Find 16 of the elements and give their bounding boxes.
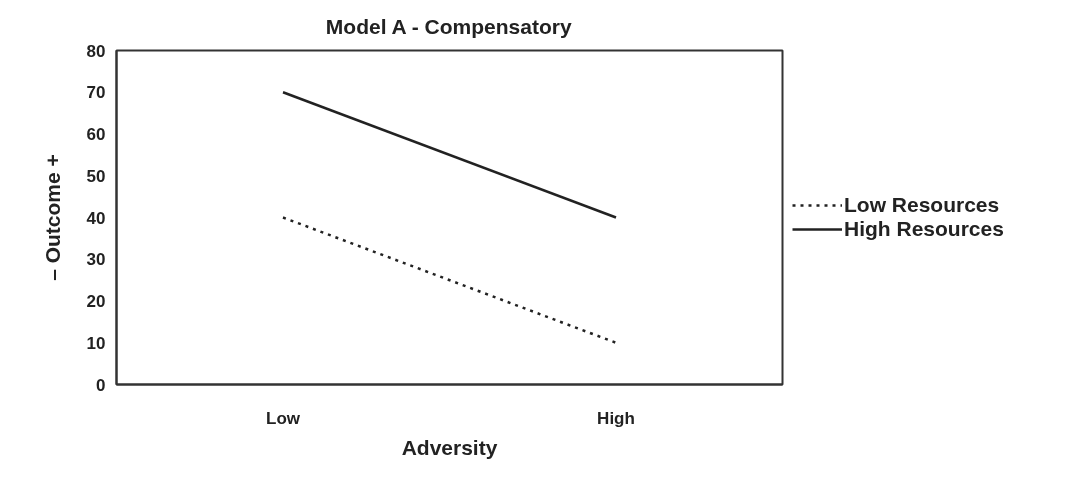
x-tick-label: Low xyxy=(266,408,301,428)
y-tick-label: 40 xyxy=(86,208,106,228)
y-tick-label: 0 xyxy=(96,375,106,395)
chart-title: Model A - Compensatory xyxy=(325,15,572,38)
legend-label: High Resources xyxy=(844,217,1004,241)
y-axis-title: – Outcome + xyxy=(40,154,64,281)
y-tick-label: 80 xyxy=(86,41,106,61)
y-tick-label: 60 xyxy=(86,125,106,144)
y-tick-label: 20 xyxy=(86,292,106,311)
x-axis-title: Adversity xyxy=(401,435,498,459)
y-tick-label: 10 xyxy=(86,333,106,353)
y-tick-label: 70 xyxy=(86,83,106,103)
y-tick-label: 50 xyxy=(86,166,106,186)
legend-label: Low Resources xyxy=(844,193,1000,217)
x-tick-label: High xyxy=(597,408,635,428)
y-tick-label: 30 xyxy=(86,250,106,270)
